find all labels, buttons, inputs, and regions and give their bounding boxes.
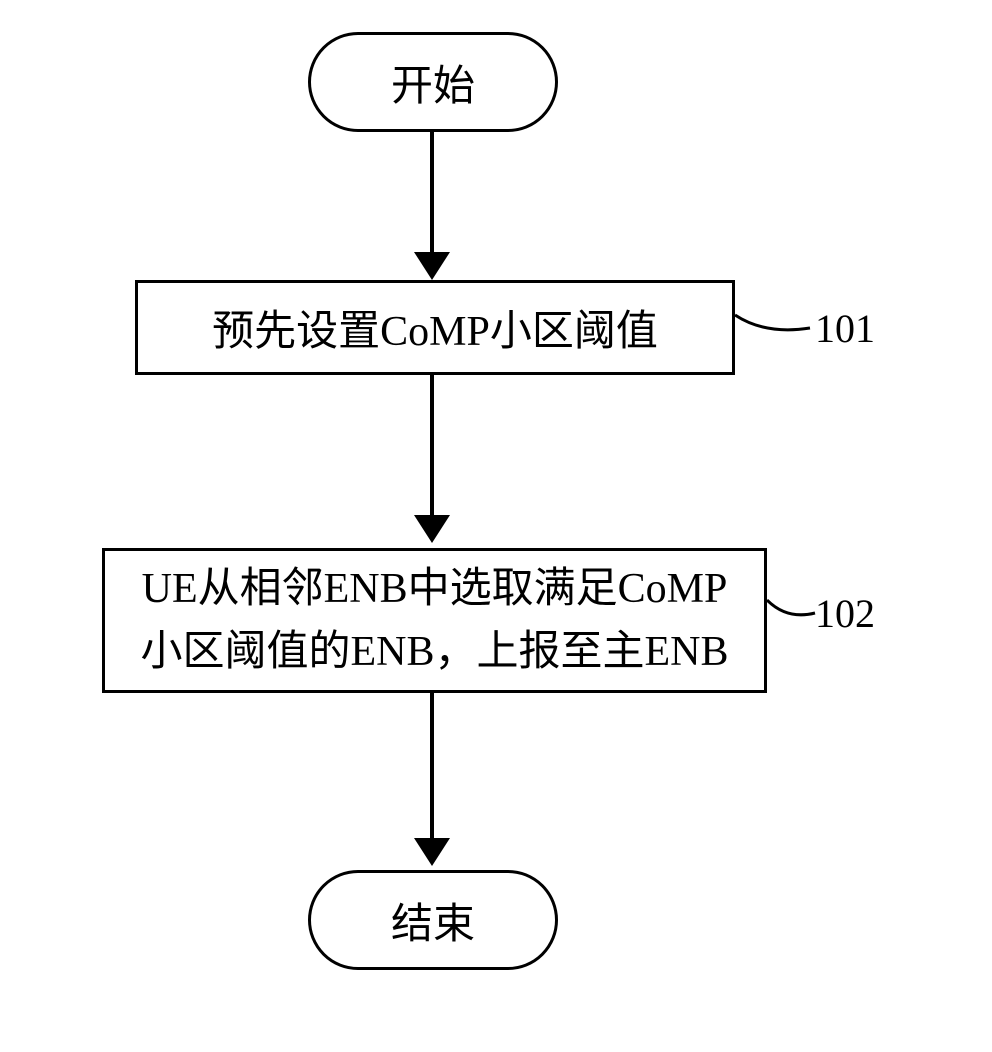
label1-text: 101	[815, 306, 875, 351]
arrow-1-line	[430, 132, 434, 257]
arrow-2-head	[414, 515, 450, 543]
arrow-1-head	[414, 252, 450, 280]
label2-text: 102	[815, 591, 875, 636]
step2-node: UE从相邻ENB中选取满足CoMP 小区阈值的ENB，上报至主ENB	[102, 548, 767, 693]
start-text: 开始	[391, 52, 475, 113]
arrow-3-head	[414, 838, 450, 866]
step2-text-line2: 小区阈值的ENB，上报至主ENB	[140, 621, 728, 684]
annotation-label-1: 101	[815, 305, 875, 352]
step1-text: 预先设置CoMP小区阈值	[212, 297, 658, 358]
end-text: 结束	[391, 890, 475, 951]
step1-node: 预先设置CoMP小区阈值	[135, 280, 735, 375]
annotation-label-2: 102	[815, 590, 875, 637]
arrow-3-line	[430, 693, 434, 843]
step2-text-line1: UE从相邻ENB中选取满足CoMP	[142, 558, 728, 621]
connector-2	[767, 585, 817, 625]
connector-1	[735, 300, 815, 340]
end-node: 结束	[308, 870, 558, 970]
start-node: 开始	[308, 32, 558, 132]
arrow-2-line	[430, 375, 434, 520]
